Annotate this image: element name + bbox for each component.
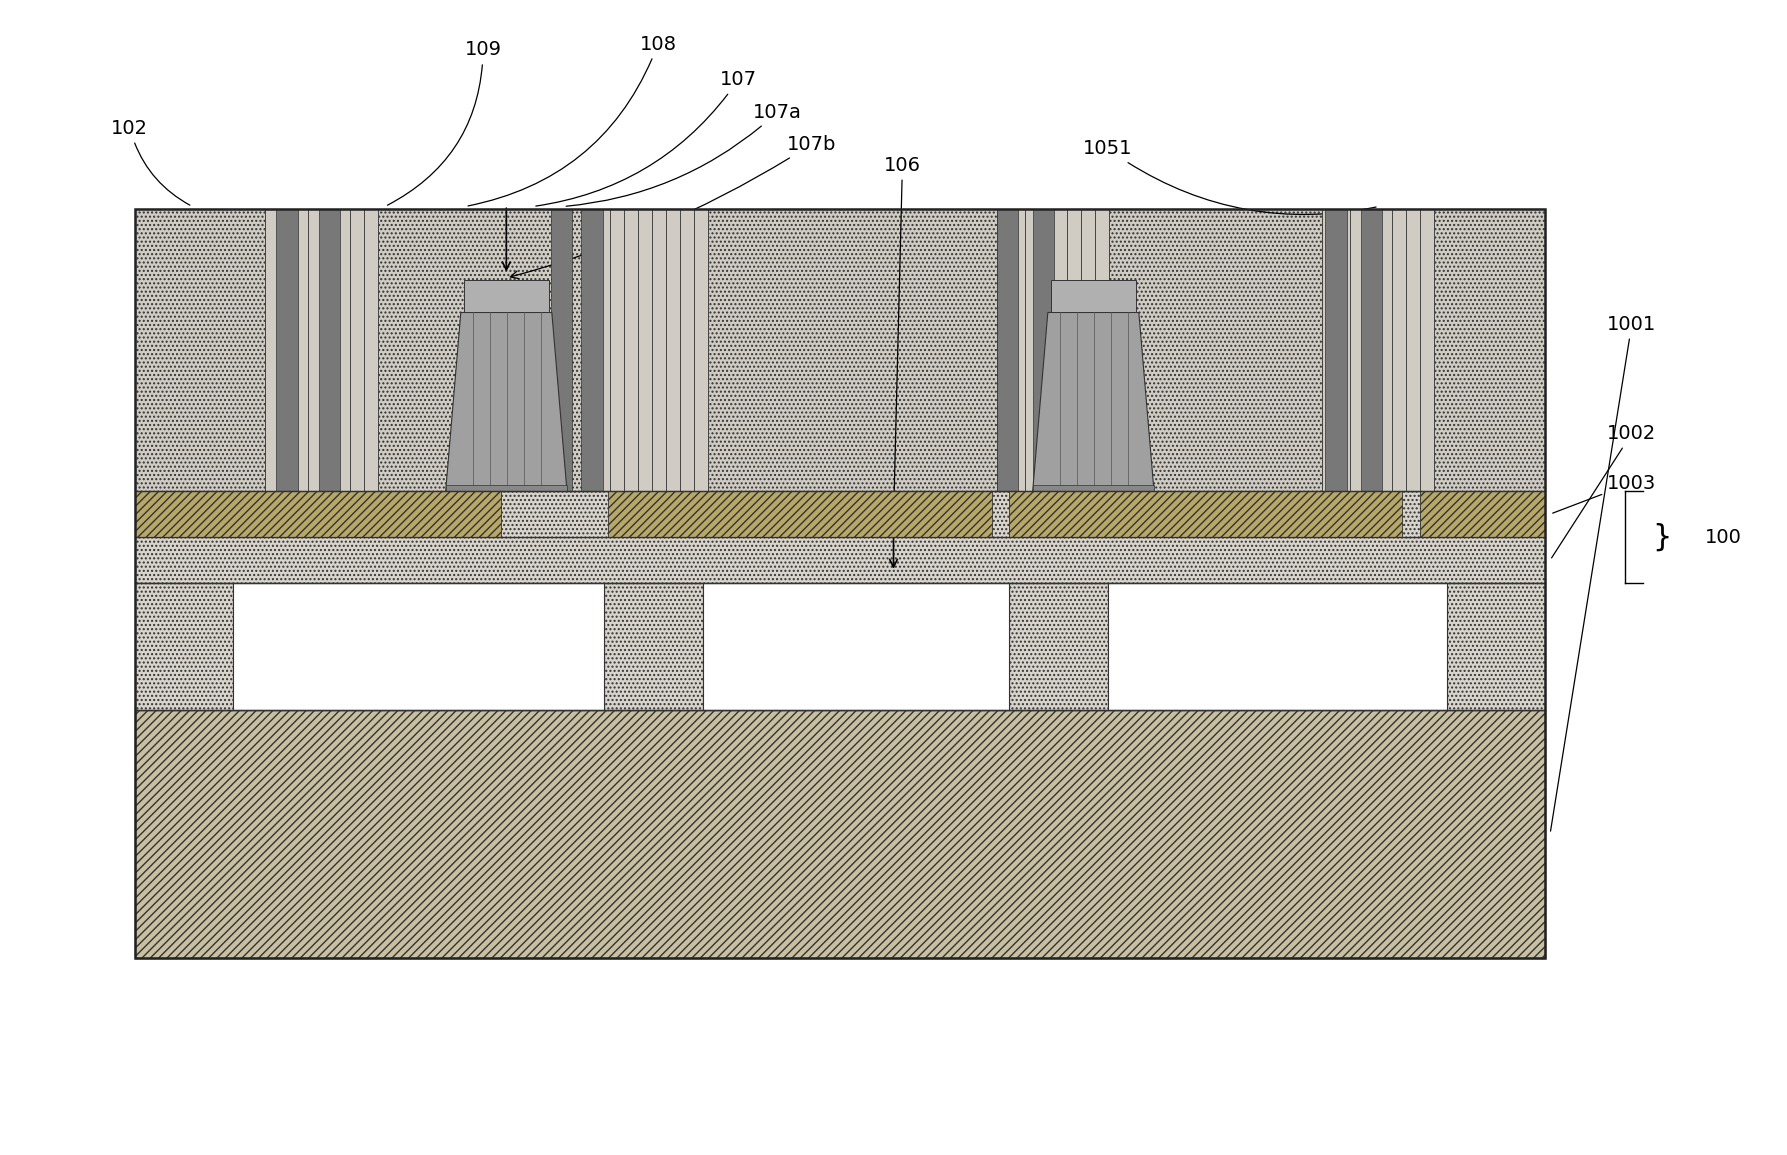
Bar: [604, 583, 702, 710]
Bar: [595, 209, 708, 491]
Text: 1003: 1003: [1553, 474, 1657, 513]
Bar: [1421, 491, 1544, 537]
Bar: [266, 209, 377, 491]
Text: 107: 107: [536, 70, 756, 206]
Bar: [702, 583, 1010, 710]
Polygon shape: [1033, 313, 1154, 491]
Bar: [997, 209, 1110, 491]
Bar: [1051, 281, 1137, 313]
Bar: [136, 209, 1544, 491]
Bar: [1326, 209, 1347, 491]
Text: }: }: [1651, 523, 1671, 552]
Bar: [136, 537, 1544, 583]
Bar: [550, 209, 572, 491]
Bar: [136, 209, 1544, 957]
Bar: [465, 281, 549, 313]
Bar: [136, 491, 500, 537]
Text: 109: 109: [388, 40, 502, 206]
Bar: [445, 485, 566, 491]
Text: 1051: 1051: [1083, 140, 1376, 215]
Bar: [136, 583, 234, 710]
Bar: [1108, 583, 1447, 710]
Bar: [1322, 209, 1435, 491]
Bar: [277, 209, 298, 491]
Text: 107a: 107a: [566, 103, 802, 207]
Bar: [1447, 583, 1544, 710]
Bar: [997, 209, 1019, 491]
Bar: [320, 209, 340, 491]
Text: 100: 100: [1705, 528, 1742, 546]
Bar: [1033, 485, 1154, 491]
Bar: [1010, 491, 1403, 537]
Text: 102: 102: [111, 119, 189, 206]
Bar: [1362, 209, 1383, 491]
Text: 107b: 107b: [511, 135, 836, 278]
Text: 108: 108: [468, 35, 677, 206]
Polygon shape: [445, 313, 566, 491]
Bar: [1010, 583, 1108, 710]
Text: 106: 106: [885, 156, 920, 517]
Text: 1002: 1002: [1551, 424, 1657, 558]
Bar: [136, 710, 1544, 957]
Bar: [136, 491, 1544, 537]
Bar: [581, 209, 602, 491]
Bar: [608, 491, 992, 537]
Bar: [234, 583, 604, 710]
Bar: [1033, 209, 1054, 491]
Text: 1001: 1001: [1551, 314, 1657, 832]
